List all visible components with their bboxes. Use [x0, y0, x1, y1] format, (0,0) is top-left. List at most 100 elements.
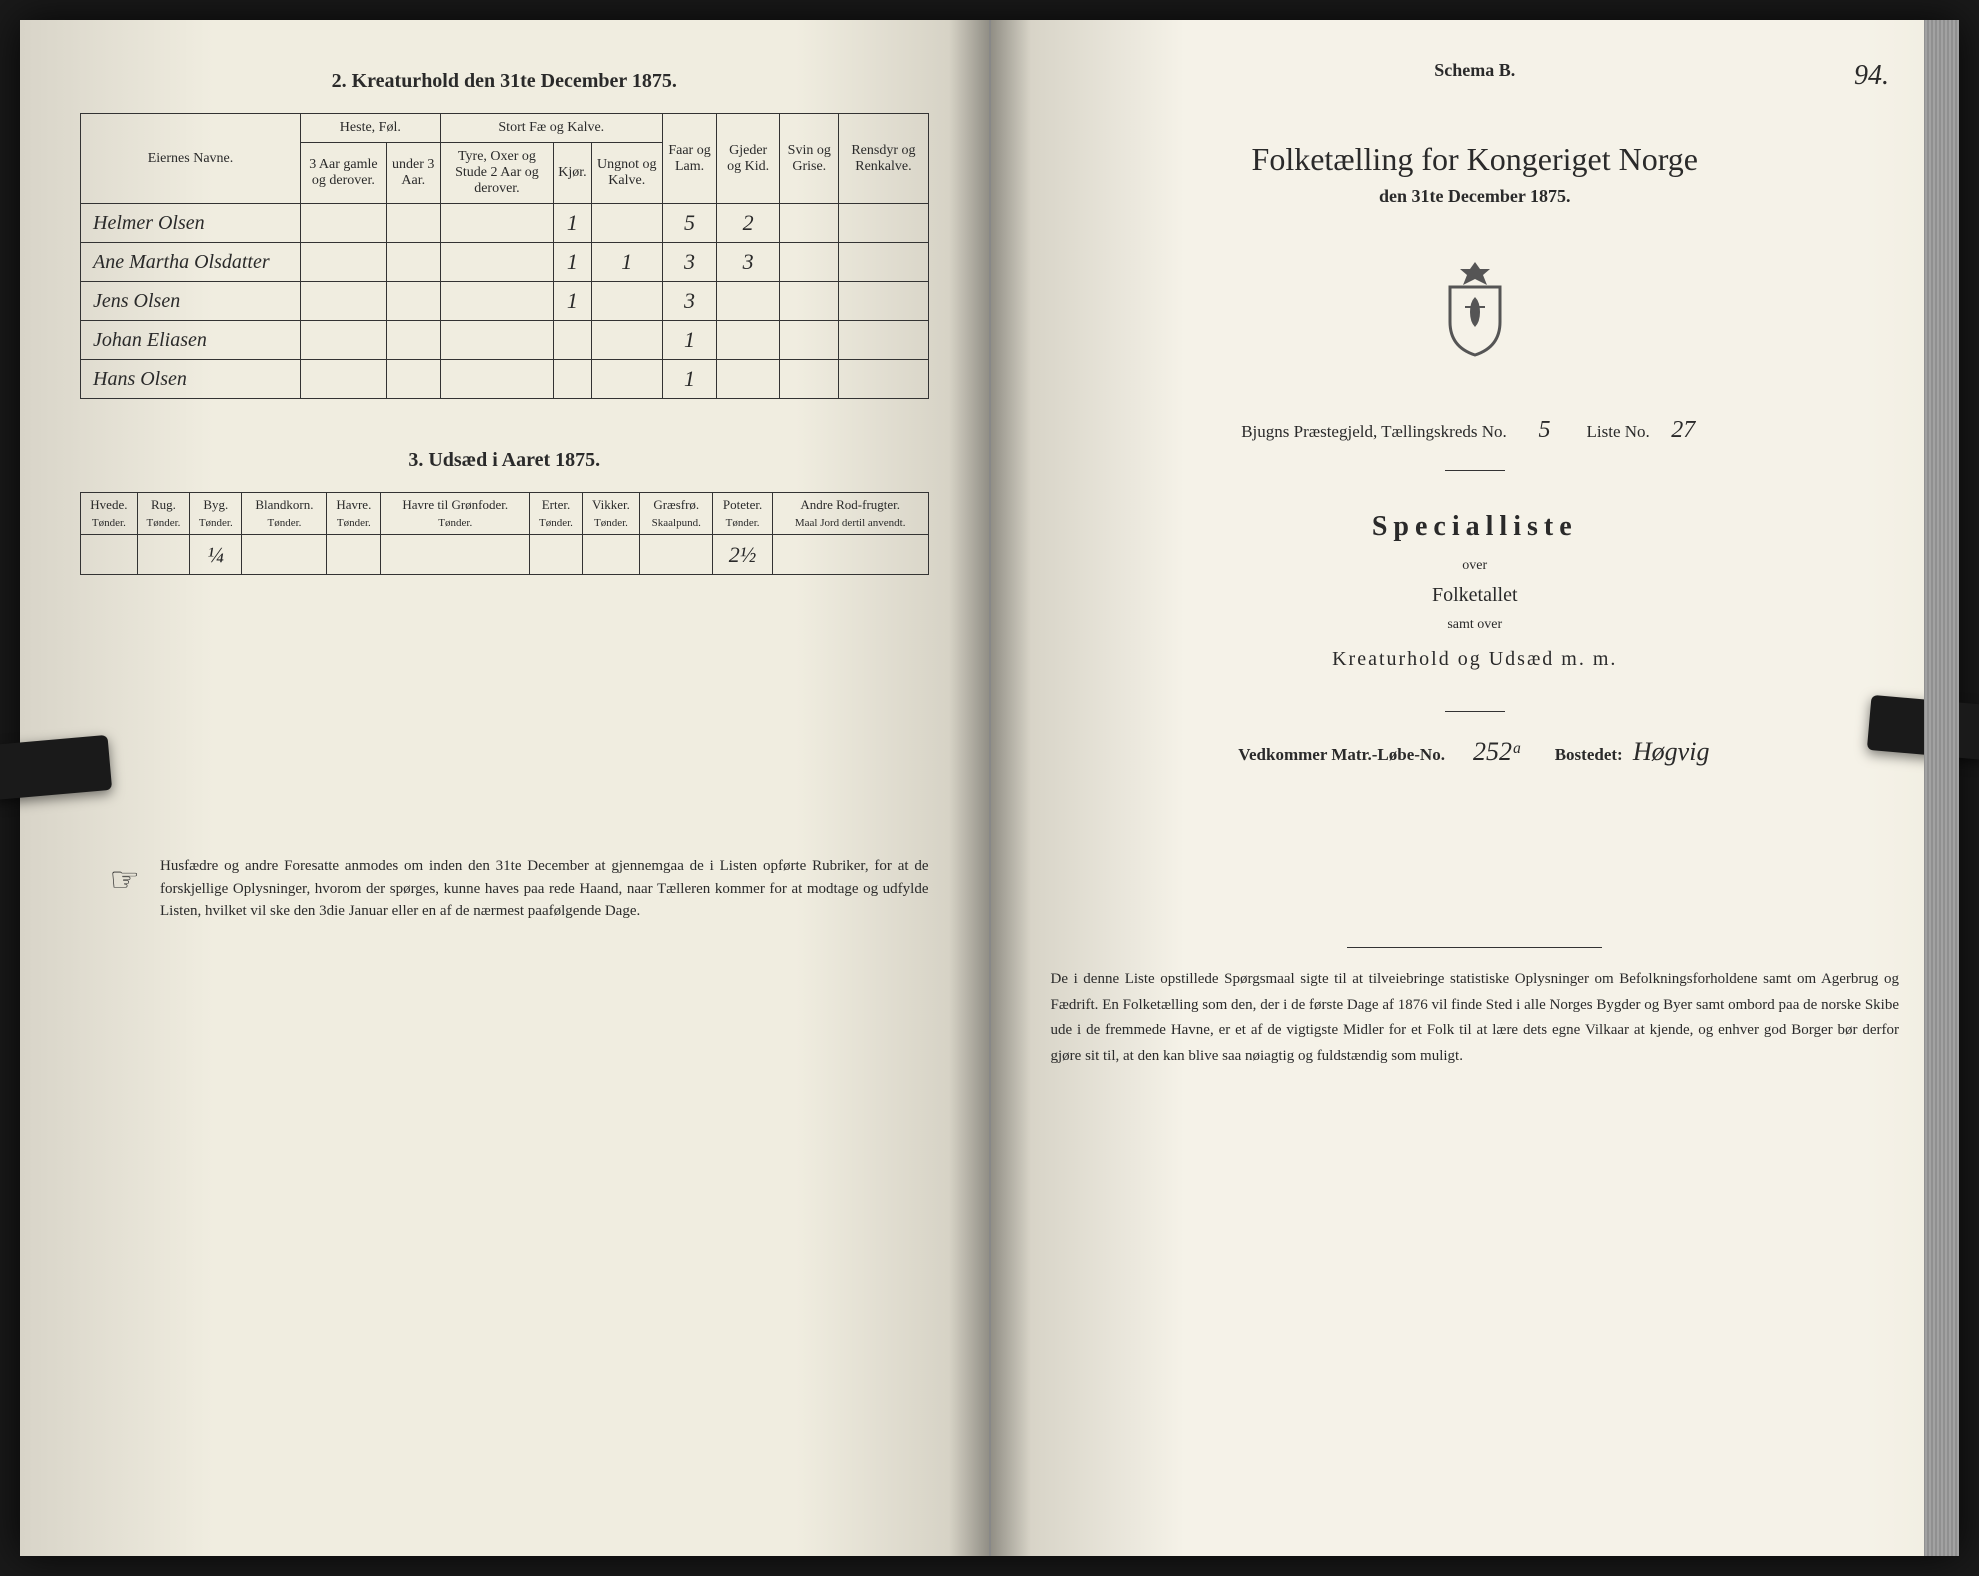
col-sheep: Faar og Lam. — [662, 114, 716, 204]
matr-line: Vedkommer Matr.-Løbe-No. 252ᵃ Bostedet: … — [1051, 737, 1900, 767]
table-row: Jens Olsen13 — [81, 282, 929, 321]
seed-cell — [81, 535, 138, 575]
cell-sheep: 5 — [662, 204, 716, 243]
cell-ung — [591, 360, 662, 399]
col-goats: Gjeder og Kid. — [717, 114, 780, 204]
cell — [839, 321, 928, 360]
cell — [780, 360, 839, 399]
table-row: Johan Eliasen 1 — [81, 321, 929, 360]
livestock-table: Eiernes Navne. Heste, Føl. Stort Fæ og K… — [80, 113, 929, 399]
owner-name: Hans Olsen — [81, 360, 301, 399]
right-page: 94. Schema B. Folketælling for Kongerige… — [991, 20, 1960, 1556]
liste-no: 27 — [1658, 417, 1708, 445]
col-owners: Eiernes Navne. — [81, 114, 301, 204]
liste-label: Liste No. — [1587, 422, 1650, 441]
table-row: Ane Martha Olsdatter1133 — [81, 243, 929, 282]
matr-no: 252ᵃ — [1458, 737, 1538, 767]
cell — [301, 321, 387, 360]
cell — [839, 243, 928, 282]
cell-ung — [591, 282, 662, 321]
section-3-title: 3. Udsæd i Aaret 1875. — [80, 449, 929, 472]
cell-goats — [717, 321, 780, 360]
cell-ung — [591, 321, 662, 360]
cell-sheep: 3 — [662, 243, 716, 282]
seed-cell — [772, 535, 928, 575]
seed-col: Poteter.Tønder. — [713, 493, 773, 535]
col-pigs: Svin og Grise. — [780, 114, 839, 204]
seed-cell — [137, 535, 189, 575]
divider — [1445, 470, 1505, 471]
kreatur-label: Kreaturhold og Udsæd m. m. — [1051, 648, 1900, 671]
cell — [839, 204, 928, 243]
seed-cell — [327, 535, 381, 575]
cell — [780, 204, 839, 243]
cell — [780, 321, 839, 360]
cell-goats — [717, 282, 780, 321]
col-cattle-3: Ungnot og Kalve. — [591, 143, 662, 204]
census-title: Folketælling for Kongeriget Norge — [1051, 141, 1900, 178]
cell — [839, 360, 928, 399]
cell — [301, 204, 387, 243]
district-prefix: Bjugns Præstegjeld, Tællingskreds No. — [1241, 422, 1507, 441]
cell — [386, 243, 440, 282]
seed-cell: ¼ — [190, 535, 242, 575]
col-cattle-2: Kjør. — [554, 143, 591, 204]
seed-cell — [242, 535, 327, 575]
page-number: 94. — [1854, 60, 1889, 92]
cell-goats: 2 — [717, 204, 780, 243]
owner-name: Johan Eliasen — [81, 321, 301, 360]
seed-cell — [640, 535, 713, 575]
cell-ung: 1 — [591, 243, 662, 282]
col-reindeer: Rensdyr og Renkalve. — [839, 114, 928, 204]
seed-col: Rug.Tønder. — [137, 493, 189, 535]
cell — [386, 282, 440, 321]
coat-of-arms-icon — [1435, 257, 1515, 357]
cell — [780, 282, 839, 321]
over-label-1: over — [1051, 558, 1900, 574]
col-horses-group: Heste, Føl. — [301, 114, 441, 143]
col-horse-2: under 3 Aar. — [386, 143, 440, 204]
cell-sheep: 1 — [662, 321, 716, 360]
footnote-text: Husfædre og andre Foresatte anmodes om i… — [160, 855, 929, 923]
seed-col: Blandkorn.Tønder. — [242, 493, 327, 535]
cell — [780, 243, 839, 282]
cell-kjor — [554, 360, 591, 399]
left-footnote: ☞ Husfædre og andre Foresatte anmodes om… — [80, 855, 929, 923]
cell-goats: 3 — [717, 243, 780, 282]
cell — [386, 321, 440, 360]
cell — [440, 321, 554, 360]
cell-ung — [591, 204, 662, 243]
cell-kjor: 1 — [554, 243, 591, 282]
cell-goats — [717, 360, 780, 399]
divider — [1445, 711, 1505, 712]
specialliste-heading: Specialliste — [1051, 511, 1900, 543]
seed-cell: 2½ — [713, 535, 773, 575]
seed-col: Erter.Tønder. — [530, 493, 582, 535]
cell — [301, 243, 387, 282]
bosted-value: Høgvig — [1631, 737, 1711, 767]
cell-sheep: 1 — [662, 360, 716, 399]
schema-label: Schema B. — [1051, 60, 1900, 81]
cell — [839, 282, 928, 321]
district-line: Bjugns Præstegjeld, Tællingskreds No. 5 … — [1051, 417, 1900, 445]
owner-name: Helmer Olsen — [81, 204, 301, 243]
seed-table: Hvede.Tønder.Rug.Tønder.Byg.Tønder.Bland… — [80, 492, 929, 575]
owner-name: Ane Martha Olsdatter — [81, 243, 301, 282]
seed-col: Havre til Grønfoder.Tønder. — [381, 493, 530, 535]
book-clip — [0, 735, 112, 800]
seed-cell — [530, 535, 582, 575]
seed-col: Byg.Tønder. — [190, 493, 242, 535]
cell-sheep: 3 — [662, 282, 716, 321]
cell — [440, 282, 554, 321]
seed-cell — [582, 535, 640, 575]
seed-col: Andre Rod-frugter.Maal Jord dertil anven… — [772, 493, 928, 535]
cell — [440, 204, 554, 243]
cell — [301, 282, 387, 321]
samt-over-label: samt over — [1051, 617, 1900, 633]
cell — [440, 243, 554, 282]
bosted-label: Bostedet: — [1555, 745, 1623, 764]
right-footer-text: De i denne Liste opstillede Spørgsmaal s… — [1051, 967, 1900, 1069]
seed-cell — [381, 535, 530, 575]
cell — [386, 204, 440, 243]
col-cattle-group: Stort Fæ og Kalve. — [440, 114, 662, 143]
